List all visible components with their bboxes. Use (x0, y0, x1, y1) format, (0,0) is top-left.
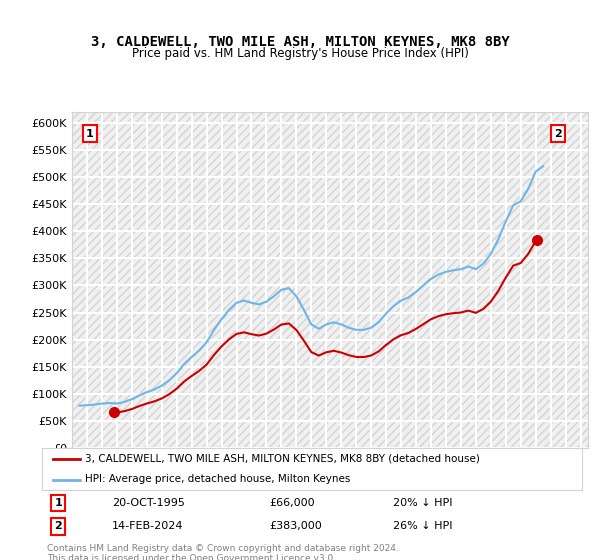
Text: 26% ↓ HPI: 26% ↓ HPI (393, 521, 452, 531)
Text: £66,000: £66,000 (269, 498, 314, 508)
Text: 20% ↓ HPI: 20% ↓ HPI (393, 498, 452, 508)
Text: £383,000: £383,000 (269, 521, 322, 531)
Text: 3, CALDEWELL, TWO MILE ASH, MILTON KEYNES, MK8 8BY (detached house): 3, CALDEWELL, TWO MILE ASH, MILTON KEYNE… (85, 454, 480, 464)
Text: 20-OCT-1995: 20-OCT-1995 (112, 498, 185, 508)
Text: HPI: Average price, detached house, Milton Keynes: HPI: Average price, detached house, Milt… (85, 474, 350, 484)
Text: 14-FEB-2024: 14-FEB-2024 (112, 521, 184, 531)
Text: 1: 1 (55, 498, 62, 508)
Text: Contains HM Land Registry data © Crown copyright and database right 2024.
This d: Contains HM Land Registry data © Crown c… (47, 544, 399, 560)
Text: 2: 2 (55, 521, 62, 531)
Text: 1: 1 (86, 129, 94, 139)
Text: Price paid vs. HM Land Registry's House Price Index (HPI): Price paid vs. HM Land Registry's House … (131, 46, 469, 60)
Text: 2: 2 (554, 129, 562, 139)
Text: 3, CALDEWELL, TWO MILE ASH, MILTON KEYNES, MK8 8BY: 3, CALDEWELL, TWO MILE ASH, MILTON KEYNE… (91, 35, 509, 49)
